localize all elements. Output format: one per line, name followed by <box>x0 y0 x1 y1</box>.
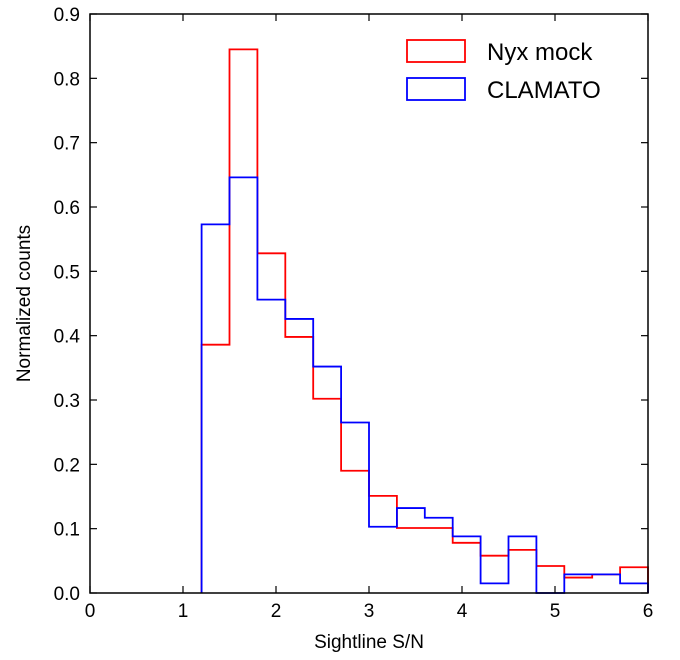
series-nyx-mock-step <box>200 48 649 593</box>
y-tick-label: 0.6 <box>54 198 80 219</box>
x-tick-label: 3 <box>364 601 375 622</box>
x-tick-label: 6 <box>643 601 654 622</box>
legend-swatch <box>406 39 466 63</box>
ticks-layer: 0 1 2 3 4 5 6 0.0 0.1 0.2 0.3 0.4 0.5 0.6 0.7 0.8 0.9 <box>54 5 654 622</box>
series-layer <box>200 48 649 594</box>
y-axis-label: Normalized counts <box>14 225 35 382</box>
y-tick-label: 0.5 <box>54 262 80 283</box>
legend-label: CLAMATO <box>487 77 601 104</box>
series-clamato-step <box>200 176 649 594</box>
y-tick-label: 0.8 <box>54 69 80 90</box>
y-tick-label: 0.2 <box>54 455 80 476</box>
x-tick-label: 4 <box>457 601 468 622</box>
legend-label: Nyx mock <box>487 39 593 66</box>
y-tick-label: 0.7 <box>54 134 80 155</box>
y-tick-label: 0.3 <box>54 391 80 412</box>
x-tick-label: 1 <box>178 601 189 622</box>
legend: Nyx mock CLAMATO <box>406 39 601 104</box>
y-tick-label: 0.9 <box>54 5 80 26</box>
x-tick-label: 2 <box>271 601 282 622</box>
y-tick-label: 0.1 <box>54 520 80 541</box>
x-tick-label: 0 <box>85 601 96 622</box>
x-axis-label: Sightline S/N <box>314 632 424 653</box>
legend-swatch <box>406 77 466 101</box>
y-tick-label: 0.4 <box>54 327 81 348</box>
y-tick-label: 0.0 <box>54 584 80 605</box>
x-tick-label: 5 <box>550 601 561 622</box>
